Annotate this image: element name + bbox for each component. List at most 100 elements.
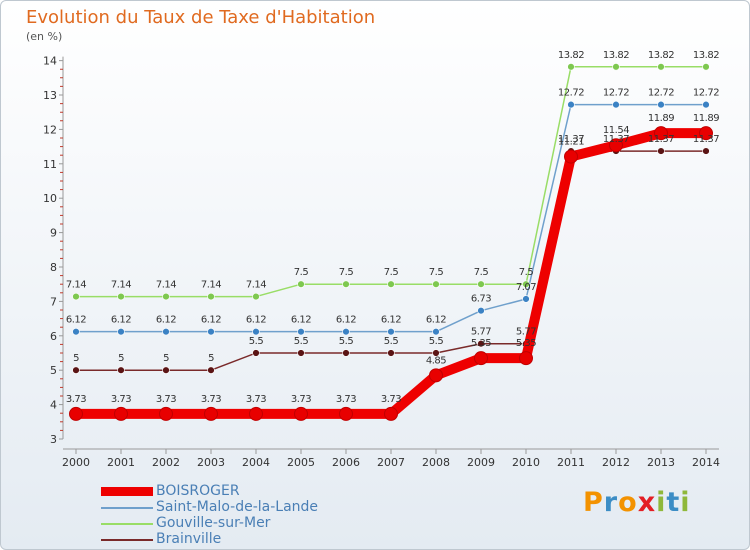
data-point: [117, 292, 125, 301]
y-tick-label: 8: [50, 261, 57, 274]
data-point: [342, 327, 350, 336]
legend-label: Brainville: [156, 531, 222, 547]
data-label: 7.07: [516, 282, 536, 293]
data-point: [477, 340, 485, 348]
data-point: [387, 349, 395, 357]
y-axis-unit: (en %): [26, 30, 63, 43]
data-label: 12.72: [693, 88, 719, 99]
data-point: [162, 292, 170, 301]
legend-label: BOISROGER: [156, 483, 240, 499]
data-point: [342, 349, 350, 357]
data-label: 7.14: [201, 280, 221, 291]
y-tick-label: 13: [43, 89, 57, 102]
data-point: [72, 366, 80, 374]
data-label: 11.37: [648, 134, 674, 145]
x-tick-label: 2007: [377, 456, 405, 469]
data-label: 12.72: [603, 88, 629, 99]
x-tick-label: 2005: [287, 456, 315, 469]
x-tick-label: 2011: [557, 456, 585, 469]
data-label: 3.73: [201, 394, 221, 405]
data-point: [204, 406, 218, 421]
data-label: 13.82: [693, 50, 719, 61]
data-point: [387, 280, 395, 288]
data-point: [657, 147, 665, 155]
data-label: 5: [163, 353, 169, 364]
data-point: [654, 126, 668, 141]
data-label: 5.35: [516, 338, 536, 349]
data-label: 7.14: [156, 280, 176, 291]
data-label: 7.5: [429, 267, 444, 278]
data-label: 5.35: [471, 338, 491, 349]
x-tick-label: 2014: [692, 456, 720, 469]
data-label: 7.5: [339, 267, 354, 278]
data-point: [294, 406, 308, 421]
logo-letter: i: [680, 487, 691, 518]
data-label: 11.89: [693, 113, 719, 124]
x-tick-label: 2004: [242, 456, 270, 469]
data-label: 4.85: [426, 355, 446, 366]
data-label: 7.14: [66, 280, 86, 291]
legend-swatch: [101, 539, 153, 541]
data-point: [117, 366, 125, 374]
data-label: 6.12: [381, 315, 401, 326]
x-tick-label: 2013: [647, 456, 675, 469]
data-point: [297, 280, 305, 288]
data-label: 5.5: [429, 336, 444, 347]
data-point: [432, 280, 440, 288]
data-point: [252, 327, 260, 336]
data-label: 7.14: [246, 280, 266, 291]
data-point: [207, 366, 215, 374]
data-label: 11.37: [603, 134, 629, 145]
data-label: 6.12: [246, 315, 266, 326]
data-point: [699, 126, 713, 141]
x-tick-label: 2008: [422, 456, 450, 469]
data-label: 5.77: [471, 327, 491, 338]
data-label: 7.5: [474, 267, 489, 278]
y-tick-label: 7: [50, 295, 57, 308]
data-point: [702, 63, 710, 71]
series-line-gouville-sur-mer: [75, 66, 707, 298]
logo-letter: i: [656, 487, 667, 518]
y-tick-label: 6: [50, 330, 57, 343]
data-point: [657, 63, 665, 71]
data-label: 6.12: [111, 315, 131, 326]
data-label: 5.5: [339, 336, 354, 347]
data-label: 3.73: [111, 394, 131, 405]
data-point: [702, 147, 710, 155]
data-label: 5: [73, 353, 79, 364]
y-tick-label: 12: [43, 123, 57, 136]
y-tick-label: 14: [43, 55, 57, 68]
y-tick-label: 5: [50, 364, 57, 377]
data-point: [564, 149, 578, 164]
data-point: [432, 349, 440, 357]
data-label: 5.77: [516, 327, 536, 338]
data-point: [702, 100, 710, 109]
x-tick-label: 2009: [467, 456, 495, 469]
x-tick-label: 2012: [602, 456, 630, 469]
data-point: [567, 100, 575, 109]
data-label: 6.12: [201, 315, 221, 326]
data-label: 13.82: [603, 50, 629, 61]
data-label: 5.5: [294, 336, 309, 347]
data-label: 7.14: [111, 280, 131, 291]
data-point: [612, 63, 620, 71]
data-label: 5: [118, 353, 124, 364]
data-label: 11.21: [558, 137, 584, 148]
data-label: 6.73: [471, 294, 491, 305]
data-label: 6.12: [426, 315, 446, 326]
data-label: 5.5: [249, 336, 264, 347]
data-point: [567, 63, 575, 71]
data-label: 12.72: [558, 88, 584, 99]
data-label: 7.5: [519, 267, 534, 278]
legend-swatch: [101, 523, 153, 525]
logo-letter: x: [637, 487, 657, 518]
data-point: [342, 280, 350, 288]
data-label: 6.12: [336, 315, 356, 326]
x-tick-label: 2010: [512, 456, 540, 469]
data-point: [207, 292, 215, 301]
logo-letter: o: [618, 487, 638, 518]
x-tick-label: 2001: [107, 456, 135, 469]
data-point: [114, 406, 128, 421]
data-point: [162, 327, 170, 336]
